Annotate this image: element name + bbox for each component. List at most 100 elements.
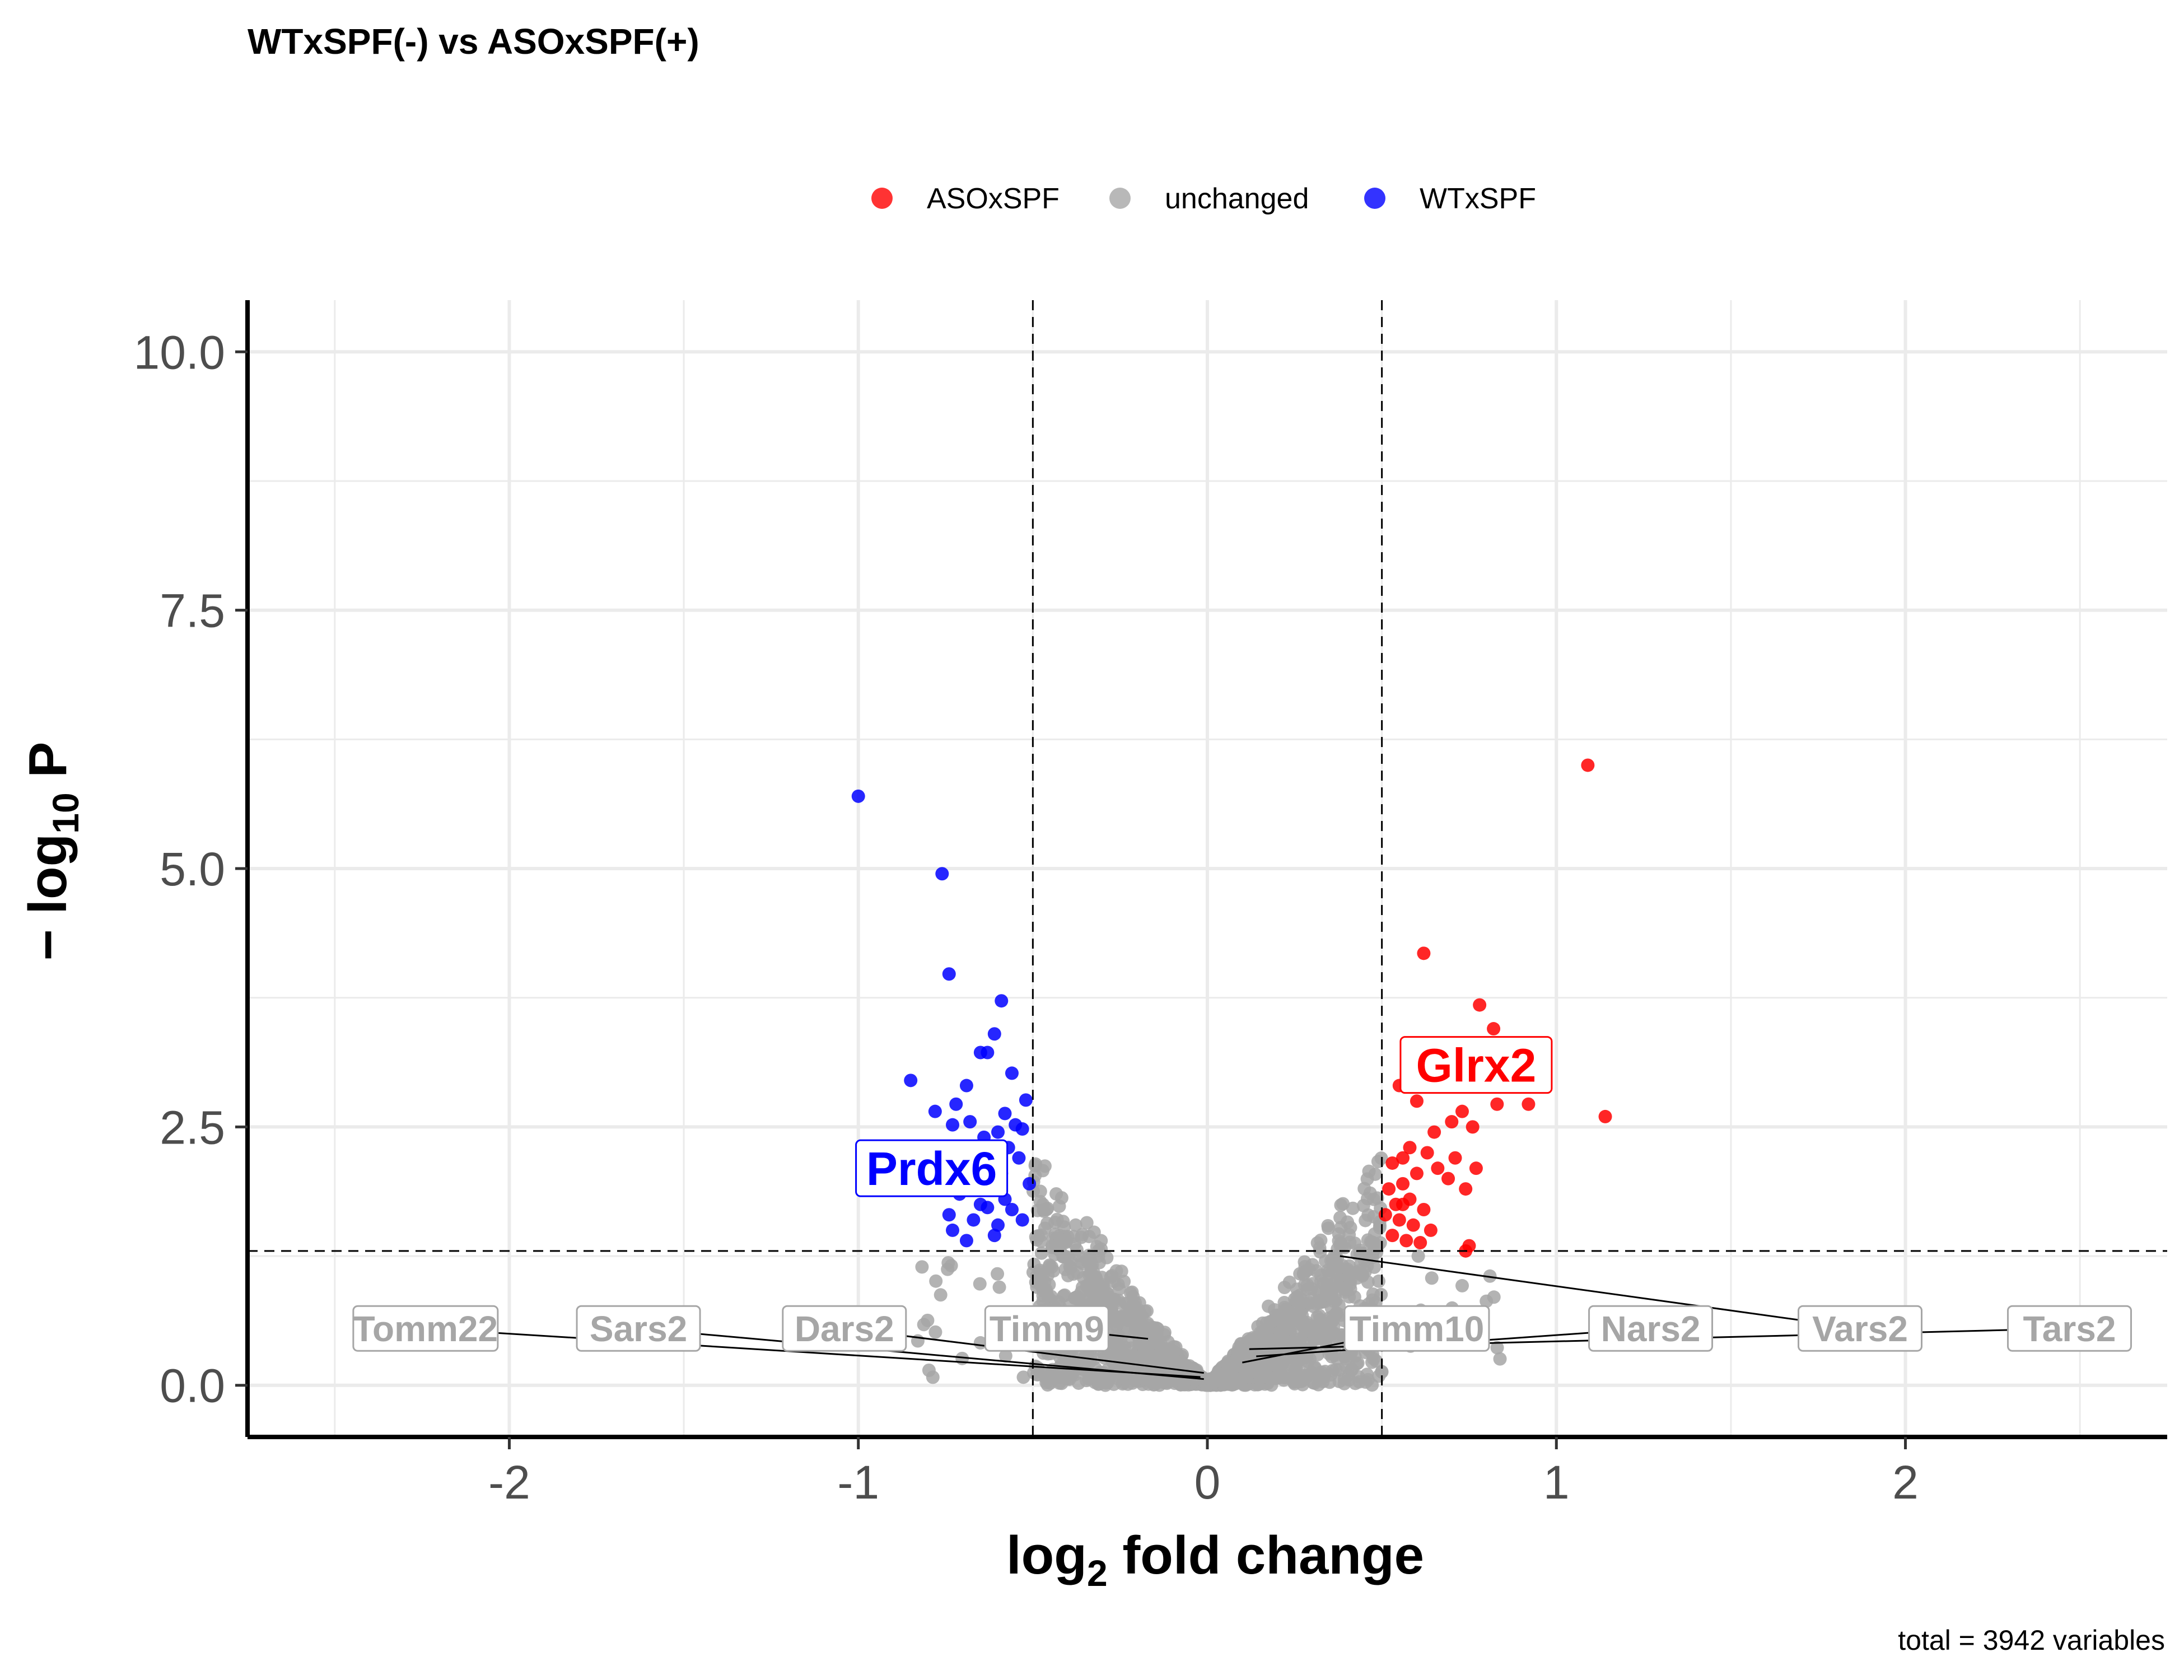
point-unchanged	[1052, 1376, 1066, 1390]
point-unchanged	[1043, 1259, 1057, 1273]
point-unchanged	[1300, 1315, 1314, 1329]
legend-key	[1364, 188, 1385, 209]
point-wtxspf	[967, 1213, 981, 1227]
point-unchanged	[1324, 1301, 1338, 1315]
point-unchanged	[1373, 1221, 1387, 1235]
point-asoxspf	[1406, 1218, 1420, 1232]
point-unchanged	[1371, 1155, 1385, 1169]
point-asoxspf	[1396, 1151, 1410, 1165]
point-asoxspf	[1459, 1182, 1473, 1196]
point-unchanged	[1351, 1266, 1365, 1280]
point-wtxspf	[1023, 1177, 1037, 1191]
point-unchanged	[1253, 1361, 1267, 1375]
point-unchanged	[1107, 1340, 1121, 1354]
point-wtxspf	[987, 1229, 1001, 1243]
point-unchanged	[1082, 1229, 1096, 1243]
point-unchanged	[1063, 1259, 1077, 1273]
point-unchanged	[1169, 1340, 1183, 1354]
point-wtxspf	[851, 789, 865, 803]
point-unchanged	[973, 1277, 987, 1291]
point-unchanged	[1032, 1368, 1046, 1382]
point-unchanged	[1164, 1357, 1178, 1371]
point-unchanged	[1322, 1221, 1336, 1235]
point-wtxspf	[987, 1027, 1001, 1041]
gene-label-box	[984, 1305, 1109, 1352]
point-unchanged	[1273, 1369, 1287, 1383]
point-unchanged	[1361, 1233, 1375, 1247]
point-unchanged	[1372, 1369, 1386, 1383]
point-unchanged	[1348, 1376, 1362, 1390]
point-unchanged	[929, 1274, 943, 1288]
point-unchanged	[1312, 1309, 1326, 1323]
x-tick-label: 1	[1543, 1456, 1570, 1509]
point-asoxspf	[1441, 1172, 1455, 1186]
y-tick-label: 5.0	[160, 843, 225, 895]
x-axis-label: log2 fold change	[1006, 1525, 1424, 1594]
point-unchanged	[1343, 1282, 1357, 1296]
gene-label: Nars2	[1601, 1309, 1701, 1349]
point-wtxspf	[949, 1097, 963, 1111]
point-asoxspf	[1466, 1120, 1480, 1134]
point-unchanged	[1317, 1370, 1331, 1384]
point-unchanged	[1136, 1319, 1150, 1333]
point-unchanged	[1081, 1278, 1095, 1292]
point-unchanged	[934, 1288, 948, 1302]
point-asoxspf	[1413, 1236, 1427, 1250]
point-unchanged	[1146, 1320, 1160, 1334]
point-unchanged	[1316, 1323, 1330, 1337]
point-asoxspf	[1473, 998, 1487, 1012]
point-unchanged	[1146, 1361, 1160, 1375]
y-tick-label: 0.0	[160, 1360, 225, 1412]
point-unchanged	[1360, 1192, 1374, 1206]
point-unchanged	[1040, 1216, 1054, 1230]
legend: ASOxSPF unchanged WTxSPF	[871, 183, 1536, 215]
point-unchanged	[1256, 1324, 1270, 1338]
y-tick-label: 2.5	[160, 1101, 225, 1154]
point-asoxspf	[1427, 1125, 1441, 1139]
point-unchanged	[1262, 1299, 1276, 1313]
point-unchanged	[991, 1267, 1005, 1281]
point-unchanged	[1112, 1282, 1126, 1296]
point-unchanged	[1490, 1341, 1504, 1355]
gene-label: Sars2	[590, 1309, 687, 1349]
point-unchanged	[1334, 1198, 1348, 1212]
point-unchanged	[1226, 1378, 1240, 1392]
point-unchanged	[1137, 1343, 1151, 1357]
point-unchanged	[1241, 1368, 1255, 1382]
y-axis-ticks: 0.0 2.5 5.0 7.5 10.0	[134, 326, 248, 1412]
point-unchanged	[1034, 1246, 1048, 1260]
point-unchanged	[1242, 1332, 1256, 1346]
point-asoxspf	[1403, 1141, 1417, 1155]
point-unchanged	[1037, 1204, 1051, 1218]
point-asoxspf	[1378, 1208, 1392, 1222]
legend-key	[1109, 188, 1131, 209]
point-unchanged	[1034, 1278, 1048, 1292]
point-unchanged	[1332, 1227, 1346, 1241]
gene-label: Vars2	[1812, 1309, 1908, 1349]
point-unchanged	[1313, 1295, 1327, 1309]
point-asoxspf	[1417, 946, 1431, 960]
point-unchanged	[1368, 1243, 1382, 1257]
point-unchanged	[1083, 1250, 1097, 1264]
point-unchanged	[992, 1280, 1006, 1294]
point-wtxspf	[995, 994, 1009, 1008]
point-unchanged	[1057, 1220, 1071, 1234]
gene-label-box	[352, 1305, 499, 1352]
point-unchanged	[1322, 1347, 1336, 1361]
point-asoxspf	[1417, 1203, 1431, 1216]
point-unchanged	[1290, 1282, 1304, 1296]
legend-key	[871, 188, 893, 209]
point-unchanged	[1360, 1368, 1374, 1382]
x-axis-ticks: -2 -1 0 1 2	[488, 1437, 1919, 1509]
point-unchanged	[917, 1318, 931, 1332]
point-asoxspf	[1420, 1146, 1434, 1160]
y-tick-label: 10.0	[134, 326, 226, 379]
point-unchanged	[1332, 1374, 1346, 1388]
point-unchanged	[1359, 1214, 1373, 1228]
point-asoxspf	[1598, 1109, 1612, 1123]
point-unchanged	[1278, 1334, 1292, 1348]
point-unchanged	[1205, 1374, 1219, 1388]
y-axis-label: − log10 P	[18, 742, 86, 961]
point-wtxspf	[946, 1223, 960, 1237]
